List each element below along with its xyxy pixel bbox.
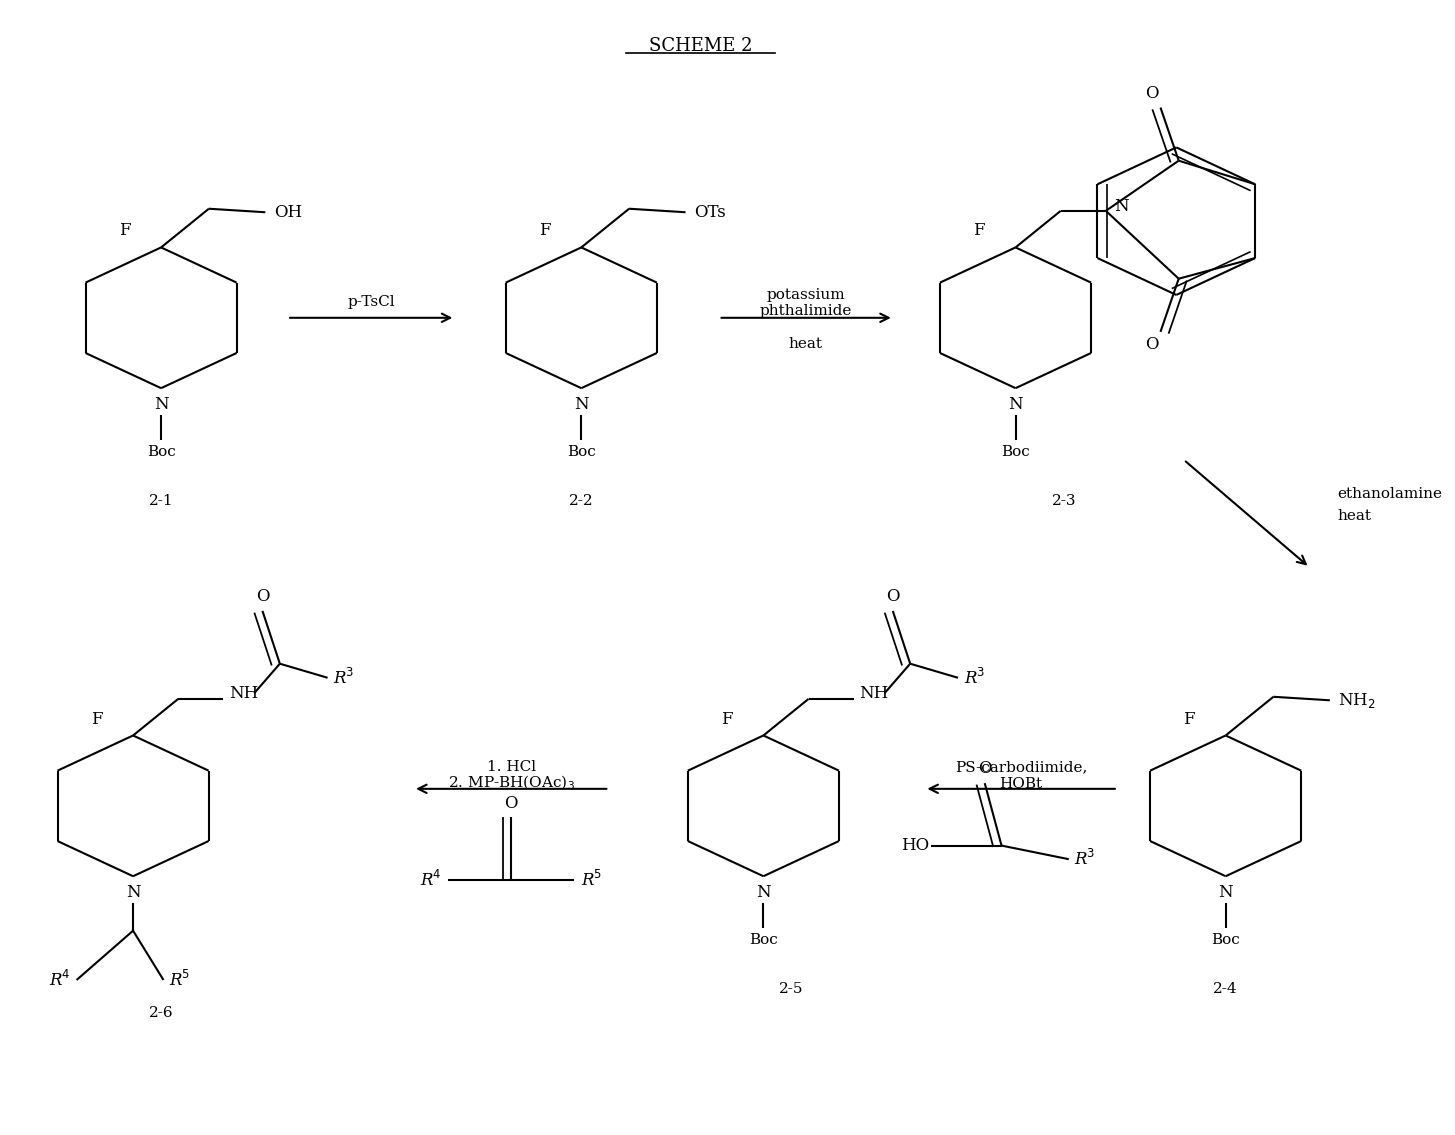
Text: O: O bbox=[505, 794, 518, 812]
Text: R$^4$: R$^4$ bbox=[49, 970, 71, 990]
Text: 2-2: 2-2 bbox=[569, 494, 594, 507]
Text: R$^5$: R$^5$ bbox=[582, 869, 602, 890]
Text: N: N bbox=[154, 396, 169, 413]
Text: R$^3$: R$^3$ bbox=[1074, 849, 1096, 869]
Text: p-TsCl: p-TsCl bbox=[348, 295, 394, 309]
Text: N: N bbox=[1115, 197, 1129, 215]
Text: Boc: Boc bbox=[147, 445, 176, 459]
Text: N: N bbox=[125, 884, 140, 901]
Text: 2-3: 2-3 bbox=[1052, 494, 1077, 507]
Text: N: N bbox=[757, 884, 771, 901]
Text: OTs: OTs bbox=[694, 204, 726, 220]
Text: F: F bbox=[538, 222, 550, 239]
Text: 2. MP-BH(OAc)$_3$: 2. MP-BH(OAc)$_3$ bbox=[448, 774, 575, 792]
Text: Boc: Boc bbox=[749, 933, 778, 947]
Text: N: N bbox=[573, 396, 589, 413]
Text: 2-5: 2-5 bbox=[780, 982, 803, 995]
Text: 2-4: 2-4 bbox=[1213, 982, 1238, 995]
Text: OH: OH bbox=[274, 204, 301, 220]
Text: Boc: Boc bbox=[567, 445, 595, 459]
Text: HO: HO bbox=[901, 838, 928, 854]
Text: heat: heat bbox=[1337, 510, 1372, 523]
Text: phthalimide: phthalimide bbox=[760, 304, 851, 318]
Text: O: O bbox=[886, 588, 899, 605]
Text: PS-carbodiimide,: PS-carbodiimide, bbox=[954, 760, 1087, 774]
Text: NH$_2$: NH$_2$ bbox=[1339, 691, 1376, 709]
Text: R$^5$: R$^5$ bbox=[169, 970, 191, 990]
Text: HOBt: HOBt bbox=[1000, 777, 1043, 791]
Text: O: O bbox=[1145, 336, 1158, 353]
Text: F: F bbox=[722, 711, 732, 728]
Text: O: O bbox=[256, 588, 269, 605]
Text: potassium: potassium bbox=[767, 288, 845, 302]
Text: SCHEME 2: SCHEME 2 bbox=[649, 37, 752, 56]
Text: F: F bbox=[119, 222, 131, 239]
Text: Boc: Boc bbox=[1001, 445, 1030, 459]
Text: R$^3$: R$^3$ bbox=[963, 667, 985, 688]
Text: NH: NH bbox=[228, 684, 258, 701]
Text: O: O bbox=[1145, 85, 1158, 102]
Text: 2-6: 2-6 bbox=[148, 1007, 173, 1020]
Text: R$^4$: R$^4$ bbox=[419, 869, 441, 890]
Text: O: O bbox=[978, 760, 991, 777]
Text: N: N bbox=[1008, 396, 1023, 413]
Text: 1. HCl: 1. HCl bbox=[487, 760, 535, 774]
Text: heat: heat bbox=[789, 337, 822, 351]
Text: F: F bbox=[1183, 711, 1195, 728]
Text: F: F bbox=[90, 711, 102, 728]
Text: Boc: Boc bbox=[1211, 933, 1240, 947]
Text: ethanolamine: ethanolamine bbox=[1337, 487, 1443, 501]
Text: N: N bbox=[1218, 884, 1232, 901]
Text: 2-1: 2-1 bbox=[148, 494, 173, 507]
Text: R$^3$: R$^3$ bbox=[333, 667, 355, 688]
Text: NH: NH bbox=[860, 684, 889, 701]
Text: F: F bbox=[973, 222, 985, 239]
